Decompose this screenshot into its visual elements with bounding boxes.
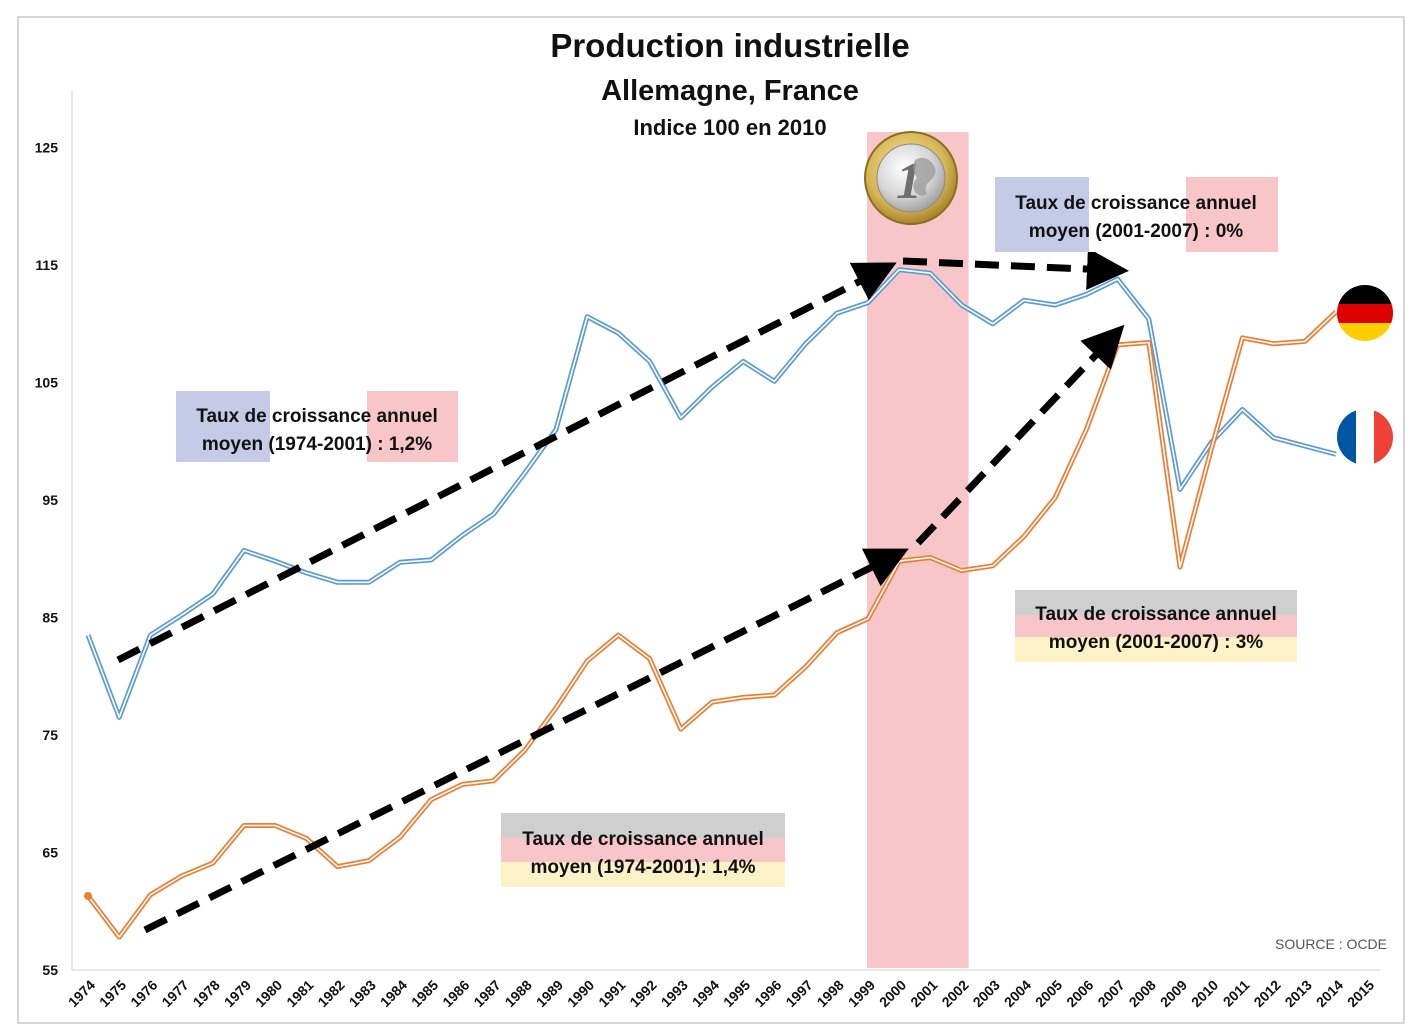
y-tick-label: 115: [35, 257, 58, 273]
y-tick-label: 75: [42, 727, 58, 743]
annotation-bg-red: [1186, 177, 1278, 252]
annotation-bg-blue: [176, 391, 270, 462]
annotation-germany-2001-2007: Taux de croissance annuel moyen (2001-20…: [995, 177, 1278, 252]
germany-flag-icon: [1337, 285, 1393, 341]
y-tick-label: 55: [42, 962, 58, 978]
euro-period-band: [867, 132, 969, 968]
chart-title: Production industrielle: [550, 27, 909, 64]
annotation-bg-gray: [1015, 590, 1297, 615]
annotation-line2: moyen (2001-2007) : 3%: [1049, 632, 1263, 653]
annotation-bg-yellow: [1015, 637, 1297, 662]
annotation-bg-blue: [995, 177, 1089, 252]
annotation-bg-white: [1089, 177, 1186, 252]
y-tick-label: 85: [42, 610, 58, 626]
annotation-line1: Taux de croissance annuel: [1015, 193, 1256, 214]
annotation-bg-red: [1015, 615, 1297, 637]
annotation-line2: moyen (1974-2001) : 1,2%: [202, 434, 432, 455]
annotation-france-1974-2001: Taux de croissance annuel moyen (1974-20…: [501, 813, 785, 887]
series-start-point-france: [84, 891, 92, 900]
annotation-line1: Taux de croissance annuel: [1035, 604, 1276, 625]
annotation-france-2001-2007: Taux de croissance annuel moyen (2001-20…: [1015, 590, 1297, 662]
annotation-bg-red: [367, 391, 458, 462]
chart-subtitle-index: Indice 100 en 2010: [633, 115, 826, 140]
y-axis-ticks: 55 65 75 85 95 105 115 125: [35, 140, 59, 979]
trend-arrow-france-2001-2007: [915, 324, 1125, 546]
annotation-line1: Taux de croissance annuel: [196, 406, 437, 427]
annotation-line2: moyen (2001-2007) : 0%: [1029, 221, 1243, 242]
france-flag-icon: [1337, 409, 1393, 465]
annotation-bg-white: [270, 391, 367, 462]
annotation-bg-red: [501, 838, 785, 862]
y-tick-label: 105: [35, 375, 59, 391]
trend-arrow-france-1974-2001: [143, 548, 909, 934]
y-tick-label: 65: [42, 845, 58, 861]
y-tick-label: 95: [42, 492, 58, 508]
annotation-bg-yellow: [501, 862, 785, 887]
annotation-line2: moyen (1974-2001): 1,4%: [531, 857, 756, 878]
source-label: SOURCE : OCDE: [1275, 936, 1387, 952]
euro-coin-icon: 1: [864, 131, 958, 225]
y-tick-label: 125: [35, 140, 59, 156]
series-line-inner-france: [87, 311, 1337, 938]
trend-arrows: [116, 248, 1129, 934]
annotation-germany-1974-2001: Taux de croissance annuel moyen (1974-20…: [176, 391, 458, 462]
annotation-bg-gray: [501, 813, 785, 838]
annotation-line1: Taux de croissance annuel: [522, 829, 763, 850]
chart-subtitle: Allemagne, France: [601, 75, 859, 107]
